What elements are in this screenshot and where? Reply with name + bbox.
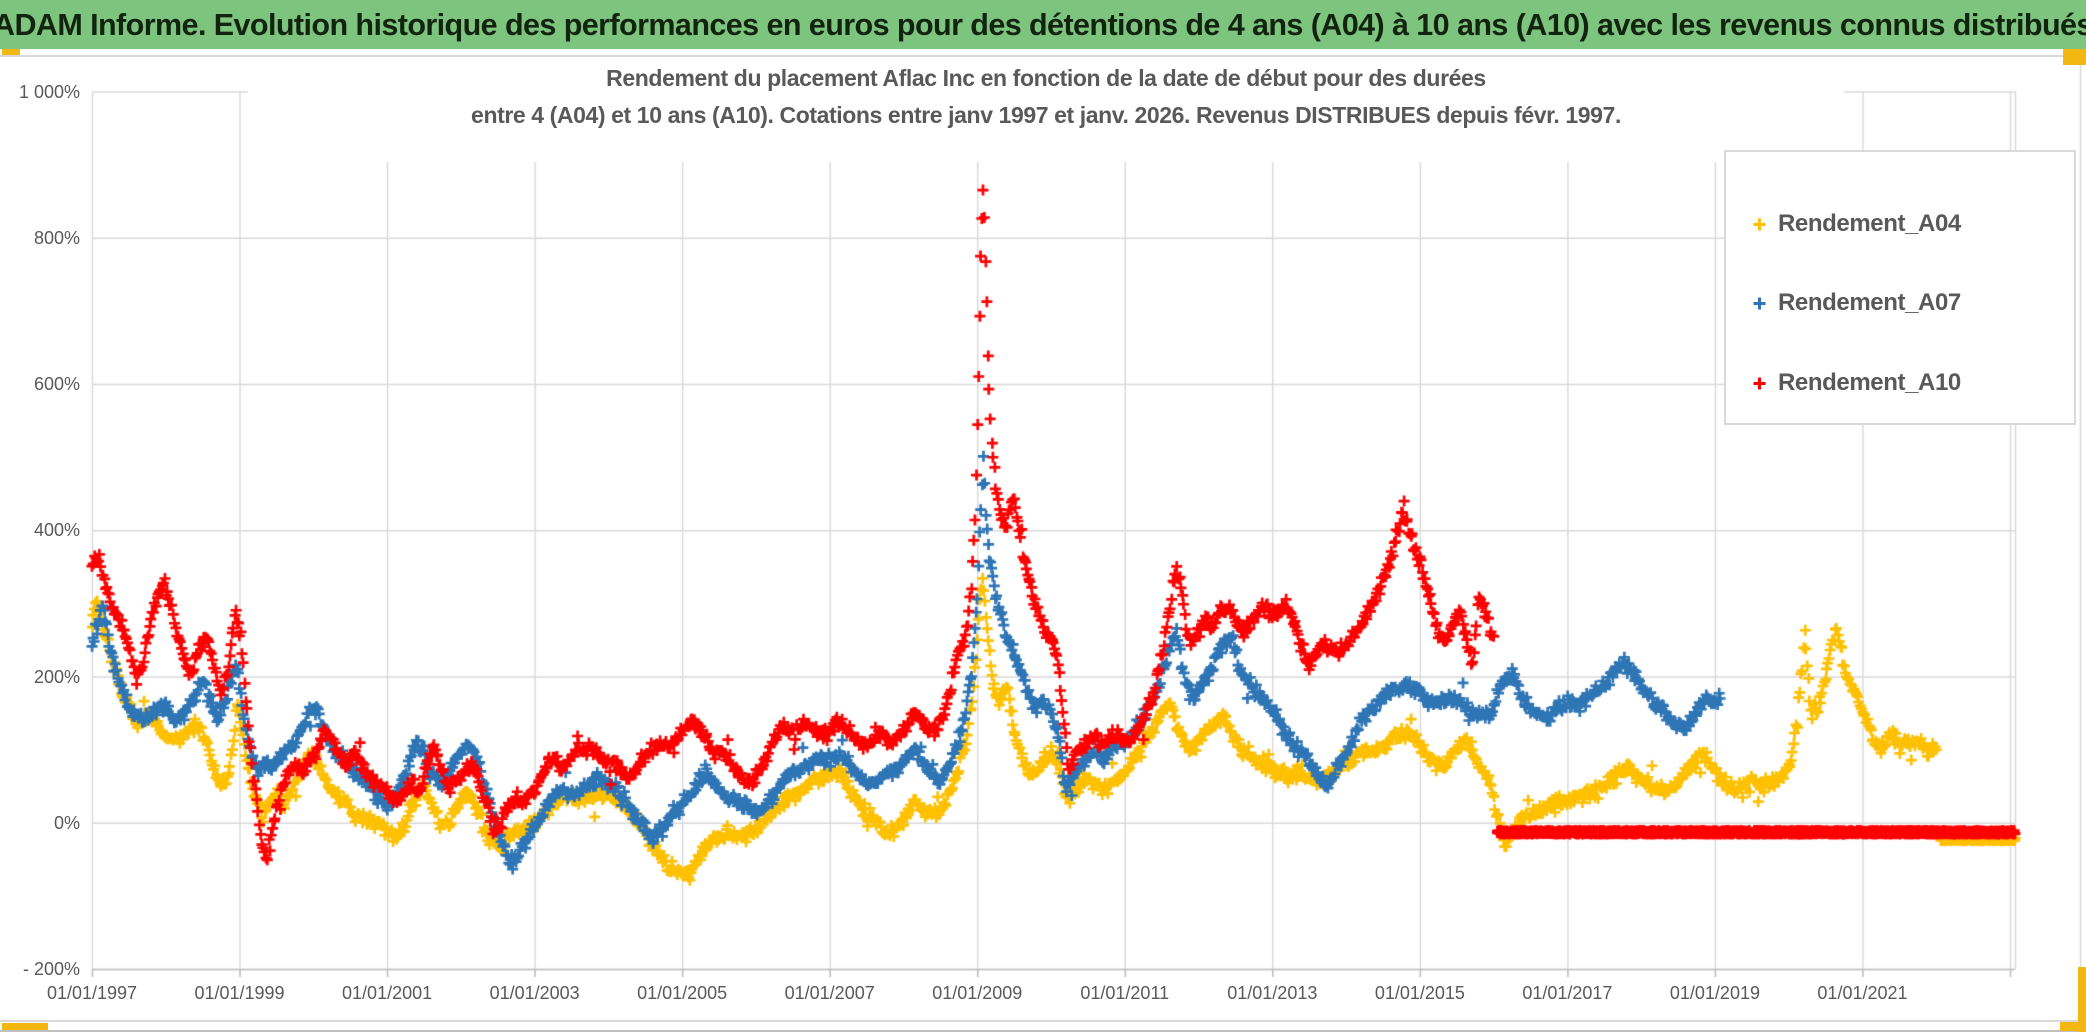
legend-item-label: Rendement_A10 — [1778, 369, 1961, 396]
bottom-edge-line — [0, 1030, 2086, 1032]
legend-item-label: Rendement_A07 — [1778, 289, 1961, 316]
x-axis-tick-label: 01/01/2003 — [489, 983, 580, 1003]
accent-bottom-right-vertical — [2078, 967, 2086, 1032]
x-axis-tick-label: 01/01/2007 — [784, 983, 875, 1003]
x-axis-tick-label: 01/01/2017 — [1522, 983, 1613, 1003]
plus-marker-icon — [1753, 297, 1766, 309]
y-axis-tick-label: 200% — [33, 666, 80, 687]
x-axis-tick-label: 01/01/2013 — [1227, 983, 1318, 1003]
y-axis-tick-label: 600% — [33, 374, 80, 395]
legend-item-rendement_a04[interactable]: Rendement_A04 — [1752, 208, 1961, 240]
chart-title-line2: entre 4 (A04) et 10 ans (A10). Cotations… — [471, 102, 1621, 128]
y-axis-tick-label: 1 000% — [18, 81, 80, 102]
x-axis-tick-label: 01/01/2005 — [637, 983, 728, 1003]
x-axis-tick-label: 01/01/2001 — [342, 983, 433, 1003]
y-axis-tick-label: - 200% — [22, 959, 80, 980]
plus-marker-icon — [1753, 377, 1766, 389]
x-axis-tick-label: 01/01/2011 — [1080, 983, 1170, 1003]
header-divider — [0, 55, 2086, 57]
x-axis-tick-label: 01/01/2019 — [1669, 983, 1760, 1003]
accent-bottom-right-horizontal — [2060, 1022, 2086, 1031]
y-axis-tick-label: 0% — [53, 812, 80, 833]
accent-bottom-left — [2, 1023, 48, 1030]
chart-title: Rendement du placement Aflac Inc en fonc… — [248, 60, 1844, 134]
x-axis-tick-label: 01/01/2021 — [1817, 983, 1908, 1003]
y-axis-tick-label: 800% — [33, 227, 80, 248]
y-axis-tick-label: 400% — [33, 520, 80, 541]
chart-title-line1: Rendement du placement Aflac Inc en fonc… — [606, 65, 1486, 91]
accent-top-right — [2063, 49, 2086, 65]
x-axis-tick-label: 01/01/2015 — [1374, 983, 1465, 1003]
accent-top-left — [2, 49, 20, 55]
chart-legend: Rendement_A04 Rendement_A07 Rendement_A10 — [1724, 150, 2076, 425]
x-axis-tick-label: 01/01/2009 — [932, 983, 1023, 1003]
x-axis-tick-label: 01/01/1999 — [194, 983, 285, 1003]
plus-marker-icon — [1753, 218, 1766, 230]
page-title: ADAM Informe. Evolution historique des p… — [0, 6, 2086, 42]
legend-item-rendement_a07[interactable]: Rendement_A07 — [1752, 287, 1961, 319]
header-bar: ADAM Informe. Evolution historique des p… — [0, 0, 2086, 49]
legend-item-label: Rendement_A04 — [1778, 210, 1961, 237]
legend-item-rendement_a10[interactable]: Rendement_A10 — [1752, 367, 1961, 399]
x-axis-tick-label: 01/01/1997 — [46, 983, 138, 1003]
footer-divider — [0, 1020, 2086, 1022]
